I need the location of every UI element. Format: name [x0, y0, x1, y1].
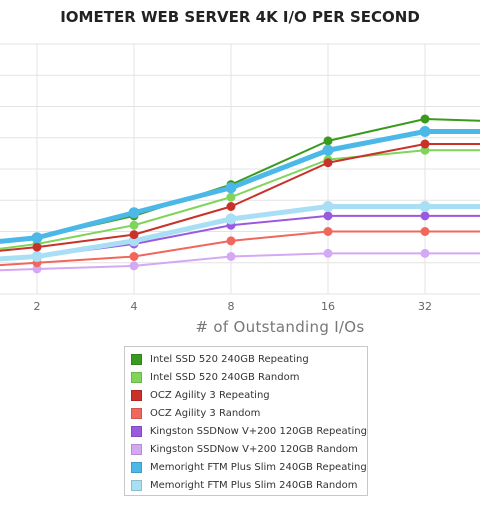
- series-lines: [0, 118, 480, 272]
- legend-item[interactable]: Kingston SSDNow V+200 120GB Repeating: [131, 422, 367, 440]
- data-point: [420, 211, 430, 221]
- data-point: [225, 213, 237, 225]
- data-point: [226, 252, 236, 261]
- data-point: [129, 220, 139, 230]
- data-point: [420, 227, 430, 236]
- legend-swatch: [131, 443, 142, 455]
- series-line: [0, 129, 480, 244]
- data-point: [323, 158, 333, 168]
- chart-title: IOMETER WEB SERVER 4K I/O PER SECOND: [60, 8, 420, 26]
- data-point: [129, 252, 139, 261]
- legend-swatch: [131, 479, 142, 491]
- data-point: [420, 248, 430, 258]
- data-point: [32, 242, 42, 252]
- legend-item[interactable]: Memoright FTM Plus Slim 240GB Random: [131, 476, 367, 494]
- legend-label: OCZ Agility 3 Repeating: [150, 389, 270, 401]
- legend-swatch: [131, 371, 142, 383]
- x-tick-label: 32: [418, 300, 432, 313]
- data-point: [31, 232, 43, 244]
- x-tick-label: 16: [321, 300, 335, 313]
- x-tick-labels: 2 4 8 16 32: [34, 300, 433, 313]
- legend-label: Memoright FTM Plus Slim 240GB Repeating: [150, 461, 367, 473]
- data-point: [420, 114, 430, 124]
- legend-label: Kingston SSDNow V+200 120GB Random: [150, 443, 358, 455]
- data-point: [225, 182, 237, 194]
- data-point: [323, 136, 333, 146]
- x-tick-label: 4: [131, 300, 138, 313]
- legend-item[interactable]: OCZ Agility 3 Repeating: [131, 386, 367, 404]
- legend-item[interactable]: Memoright FTM Plus Slim 240GB Repeating: [131, 458, 367, 476]
- data-point: [419, 126, 431, 137]
- legend-swatch: [131, 407, 142, 419]
- x-tick-label: 8: [228, 300, 235, 313]
- legend-swatch: [131, 425, 142, 437]
- legend-label: Intel SSD 520 240GB Repeating: [150, 353, 309, 365]
- data-point: [226, 192, 236, 202]
- legend-swatch: [131, 461, 142, 473]
- data-point: [323, 248, 333, 258]
- data-point: [226, 236, 236, 246]
- data-point: [31, 251, 43, 262]
- data-point: [226, 202, 236, 211]
- legend: Intel SSD 520 240GB Repeating Intel SSD 5…: [124, 346, 368, 496]
- data-point: [129, 261, 139, 271]
- data-point: [32, 264, 42, 274]
- data-point: [129, 230, 139, 240]
- data-point: [420, 139, 430, 149]
- legend-item[interactable]: OCZ Agility 3 Random: [131, 404, 367, 422]
- x-axis-label: # of Outstanding I/Os: [195, 318, 365, 336]
- data-point: [420, 145, 430, 155]
- line-chart-plot: 2 4 8 16 32: [0, 43, 480, 313]
- legend-label: Memoright FTM Plus Slim 240GB Random: [150, 479, 358, 491]
- data-point: [323, 227, 333, 236]
- data-point: [323, 211, 333, 221]
- legend-item[interactable]: Kingston SSDNow V+200 120GB Random: [131, 440, 367, 458]
- legend-item[interactable]: Intel SSD 520 240GB Repeating: [131, 350, 367, 368]
- series-points: [31, 114, 431, 274]
- legend-swatch: [131, 353, 142, 365]
- legend-item[interactable]: Intel SSD 520 240GB Random: [131, 368, 367, 386]
- data-point: [419, 201, 431, 212]
- legend-label: Intel SSD 520 240GB Random: [150, 371, 300, 383]
- legend-label: Kingston SSDNow V+200 120GB Repeating: [149, 425, 367, 437]
- data-point: [128, 207, 140, 219]
- legend-label: OCZ Agility 3 Random: [150, 407, 261, 419]
- data-point: [322, 201, 334, 212]
- x-tick-label: 2: [34, 300, 41, 313]
- legend-swatch: [131, 389, 142, 401]
- data-point: [322, 144, 334, 156]
